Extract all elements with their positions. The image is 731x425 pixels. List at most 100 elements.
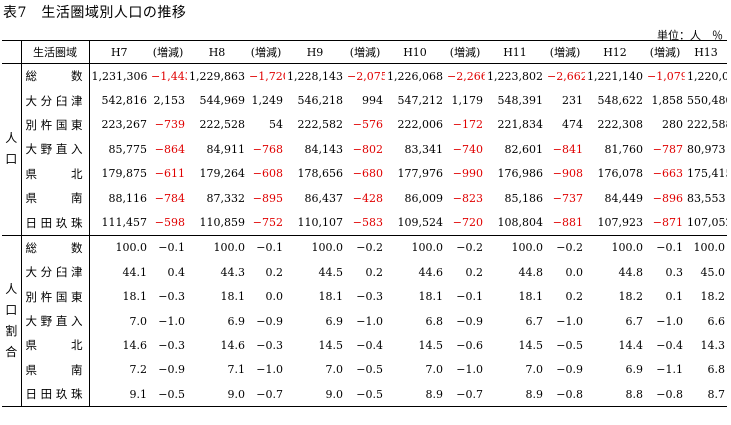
value-cell: 14.6 — [220, 338, 246, 352]
value-cell: 44.8 — [518, 265, 544, 279]
change-cell: −0.2 — [545, 234, 585, 261]
change-cell: −1,720 — [249, 69, 285, 83]
value-cell: 107,923 — [597, 216, 644, 230]
region-name: 県南 — [21, 185, 90, 211]
value-cell: 44.6 — [418, 265, 444, 279]
header-col-h13: H13 — [685, 40, 727, 64]
value-cell: 18.1 — [418, 290, 444, 304]
value-cell: 7.0 — [325, 363, 344, 377]
change-cell: −0.9 — [556, 363, 583, 377]
value-cell: 100.0 — [285, 234, 345, 261]
change-cell: −2,075 — [347, 69, 385, 83]
change-cell: −1.0 — [158, 314, 185, 328]
change-cell: 0.2 — [265, 265, 284, 279]
value-cell: 14.6 — [122, 338, 148, 352]
change-cell: −0.9 — [158, 363, 185, 377]
value-cell: 550,480 — [687, 94, 727, 108]
region-name: 大分臼津 — [21, 260, 90, 285]
value-cell: 1,221,140 — [587, 69, 643, 83]
value-cell: 100.0 — [89, 234, 149, 261]
change-cell: 0.2 — [465, 265, 484, 279]
value-cell: 6.9 — [227, 314, 246, 328]
value-cell: 548,391 — [497, 94, 544, 108]
change-cell: −1.0 — [356, 314, 383, 328]
change-cell: −737 — [552, 191, 583, 205]
value-cell: 83,341 — [404, 142, 444, 156]
value-cell: 14.4 — [618, 338, 644, 352]
value-cell: 7.2 — [129, 363, 148, 377]
change-cell: −0.3 — [158, 290, 185, 304]
value-cell: 1,223,802 — [487, 69, 543, 83]
header-col-h9: H9 — [285, 40, 345, 64]
value-cell: 44.8 — [618, 265, 644, 279]
change-cell: 54 — [269, 118, 283, 132]
header-region-label: 生活圏域 — [21, 40, 90, 64]
header-col-h11: H11 — [485, 40, 545, 64]
header-col-h12: H12 — [585, 40, 645, 64]
value-cell: 6.8 — [425, 314, 444, 328]
value-cell: 110,107 — [297, 216, 344, 230]
value-cell: 86,009 — [404, 191, 444, 205]
header-col-h10: H10 — [385, 40, 445, 64]
value-cell: 222,006 — [397, 118, 444, 132]
change-cell: −0.2 — [345, 234, 385, 261]
region-name: 県北 — [21, 333, 90, 358]
change-cell: 1,179 — [451, 94, 484, 108]
value-cell: 100.0 — [485, 234, 545, 261]
change-cell: −2,662 — [547, 69, 585, 83]
change-cell: −0.3 — [158, 338, 185, 352]
change-cell: 2,153 — [153, 94, 186, 108]
change-cell: −0.9 — [256, 314, 283, 328]
change-cell: −1,443 — [151, 69, 187, 83]
change-cell: −740 — [452, 142, 483, 156]
change-cell: −0.5 — [356, 363, 383, 377]
header-col-change: (増減) — [445, 40, 485, 64]
header-col-h8: H8 — [187, 40, 247, 64]
region-name: 総数 — [21, 63, 90, 89]
table-row: 県南 7.2 −0.9 7.1 −1.0 7.0 −0.5 7.0 −1.0 7.0 −0.9 6.9… — [2, 357, 727, 383]
value-cell: 44.1 — [122, 265, 148, 279]
change-cell: −0.3 — [356, 290, 383, 304]
value-cell: 88,116 — [108, 191, 148, 205]
header-col-change: (増減) — [149, 40, 187, 64]
header-col-h7: H7 — [89, 40, 149, 64]
value-cell: 548,622 — [597, 94, 644, 108]
population-table: 生活圏域 H7 (増減) H8 (増減) H9 (増減) H10 (増減) H1… — [2, 40, 727, 408]
value-cell: 6.8 — [707, 363, 726, 377]
value-cell: 18.1 — [318, 290, 344, 304]
change-cell: −0.1 — [247, 234, 285, 261]
region-name: 県北 — [21, 161, 90, 186]
change-cell: −841 — [552, 142, 583, 156]
value-cell: 18.2 — [618, 290, 644, 304]
value-cell: 179,264 — [199, 167, 246, 181]
change-cell: −428 — [352, 191, 383, 205]
change-cell: 0.0 — [565, 265, 584, 279]
change-cell: −895 — [252, 191, 283, 205]
value-cell: 18.2 — [700, 290, 726, 304]
value-cell: 9.0 — [227, 387, 246, 401]
value-cell: 14.5 — [318, 338, 344, 352]
value-cell: 179,875 — [101, 167, 148, 181]
change-cell: −0.4 — [656, 338, 683, 352]
change-cell: 0.2 — [565, 290, 584, 304]
table-row: 日田玖珠 111,457 −598 110,859 −752 110,107 −583 109… — [2, 210, 727, 236]
change-cell: −864 — [154, 142, 185, 156]
change-cell: 474 — [562, 118, 583, 132]
value-cell: 542,816 — [101, 94, 148, 108]
units-label: 単位：人 ％ — [657, 29, 723, 42]
section-label: 人口 — [2, 63, 22, 236]
change-cell: 0.3 — [665, 265, 684, 279]
value-cell: 100.0 — [685, 234, 727, 261]
change-cell: −787 — [652, 142, 683, 156]
change-cell: −2,266 — [447, 69, 485, 83]
table-row: 日田玖珠 9.1 −0.5 9.0 −0.7 9.0 −0.5 8.9 −0.7 8.9 −0.8 8… — [2, 382, 727, 407]
change-cell: −0.5 — [158, 387, 185, 401]
change-cell: −0.2 — [445, 234, 485, 261]
value-cell: 108,804 — [497, 216, 544, 230]
value-cell: 6.7 — [525, 314, 544, 328]
value-cell: 544,969 — [199, 94, 246, 108]
region-name: 大野直入 — [21, 308, 90, 334]
change-cell: −576 — [352, 118, 383, 132]
value-cell: 9.1 — [129, 387, 148, 401]
value-cell: 1,231,306 — [91, 69, 148, 83]
